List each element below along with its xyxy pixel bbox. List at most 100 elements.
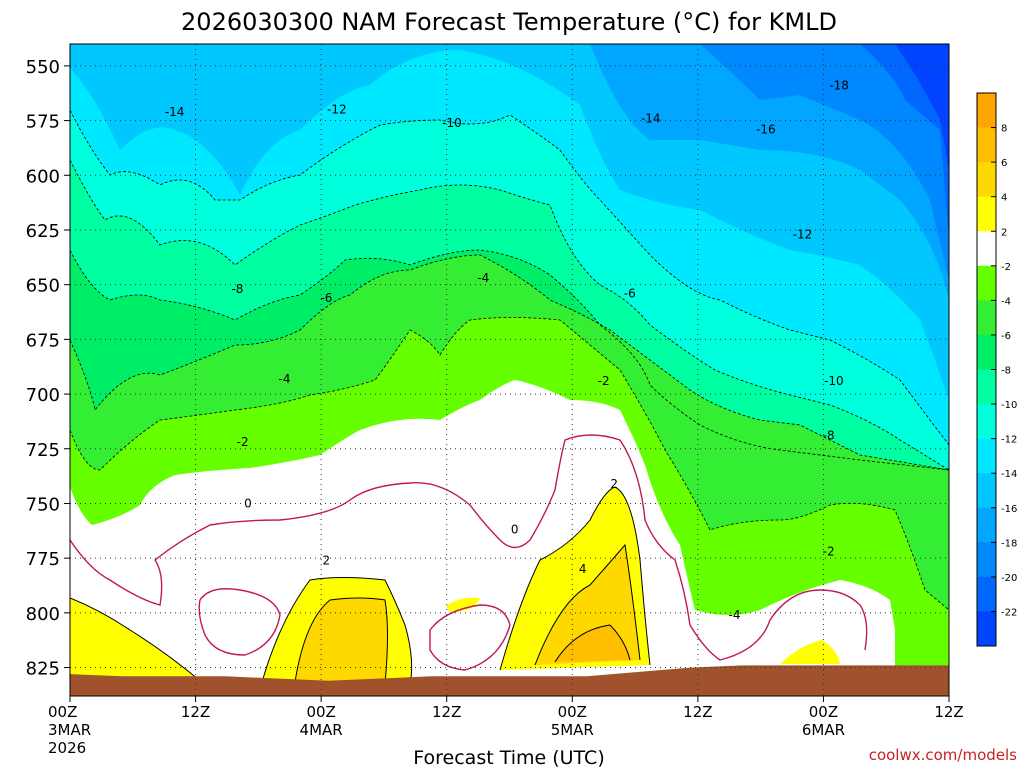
colorbar-label: -20 [1001,573,1017,584]
colorbar-label: -18 [1001,538,1017,549]
contour-label: 0 [244,496,252,510]
isotherm-zero-main [70,434,868,661]
band-plus-2-e [780,640,840,664]
colorbar-swatch [977,265,996,301]
temperature-field [70,44,949,696]
isotherm-plus-4-b [534,543,641,666]
y-axis: 550 575 600 625 650 675 700 725 750 775 800 825 [26,57,70,680]
contour-label: -2 [598,374,610,388]
colorbar-swatch [977,438,996,474]
contour-label: -14 [641,111,661,125]
colorbar-swatch [977,127,996,163]
contour-label: -4 [279,372,291,386]
colorbar-swatch [977,473,996,509]
isotherm-plus-2-c [499,486,651,671]
x-tick-date-label: 4MAR [300,721,343,739]
contour-label: -8 [231,282,243,296]
isotherm-zero-loop-b [429,604,511,671]
contour-label: -6 [624,286,636,300]
y-tick-label: 700 [26,385,60,406]
y-tick-label: 650 [26,276,60,297]
contour-label: -2 [237,435,249,449]
contour-label: -12 [793,227,813,241]
colorbar-label: 6 [1001,158,1007,169]
colorbar-swatch [977,231,996,267]
colorbar-label: -12 [1001,435,1017,446]
x-tick-label: 12Z [683,703,712,721]
contour-label: 2 [323,553,331,567]
band-plus-4-a [295,598,388,684]
plot-frame [69,43,950,697]
colorbar-label: 4 [1001,193,1007,204]
y-tick-label: 725 [26,440,60,461]
contour-label: 2 [610,477,618,491]
x-tick-label: 00Z [809,703,838,721]
x-tick-year-label: 2026 [48,739,86,757]
colorbar-label: 8 [1001,124,1007,135]
isotherm-plus-2-a [70,597,206,686]
contour-label: -16 [756,122,776,136]
isotherm-minus-8 [70,159,949,471]
isotherm-minus-2 [70,317,949,611]
x-tick-label: 00Z [48,703,77,721]
contour-label: -8 [823,429,835,443]
colorbar-swatch [977,162,996,198]
y-tick-label: 825 [26,659,60,680]
colorbar-swatch [977,334,996,370]
isotherm-plus-6-b [554,624,631,663]
isotherm-plus-4-a [294,597,388,685]
colorbar-swatch [977,507,996,543]
band-plus-2-a [70,598,208,696]
band-plus-2-d [446,597,480,612]
x-tick-label: 00Z [558,703,587,721]
chart-title: 2026030300 NAM Forecast Temperature (°C)… [181,8,837,36]
x-tick-date-label: 5MAR [551,721,594,739]
isotherm-minus-10 [70,109,949,446]
colorbar-label: -14 [1001,469,1017,480]
colorbar-swatch [977,93,996,129]
y-tick-label: 575 [26,112,60,133]
y-tick-label: 625 [26,221,60,242]
colorbar-label: -8 [1001,366,1011,377]
contour-labels: -18 -14 -12 -10 -14 -16 -12 -8 -6 -4 -6 -4 -10 -2 -2 -8… [165,79,849,622]
contour-label: -2 [823,545,835,559]
colorbar-swatch [977,300,996,336]
contour-label: -10 [442,116,462,130]
isotherm-lines [70,109,949,686]
colorbar-swatch [977,404,996,440]
isotherm-zero-loop-a [198,588,281,656]
y-tick-label: 675 [26,330,60,351]
isotherm-plus-2-b [261,577,413,685]
contour-label: -4 [477,271,489,285]
y-tick-label: 750 [26,494,60,515]
contour-label: -10 [824,374,844,388]
terrain-fill [70,665,949,696]
isotherm-minus-6 [70,249,949,471]
colorbar-label: -22 [1001,607,1017,618]
colorbar-label: -2 [1001,262,1011,273]
y-tick-label: 600 [26,166,60,187]
colorbar: 8 6 4 2 -2 -4 -6 -8 -10 -12 -14 -16 -18 -20 -22 [976,92,1017,647]
x-tick-label: 12Z [181,703,210,721]
colorbar-label: -10 [1001,400,1017,411]
contour-label: 4 [579,562,587,576]
x-axis-title: Forecast Time (UTC) [413,747,604,768]
contour-label: -12 [327,103,347,117]
x-tick-date-label: 3MAR [48,721,91,739]
colorbar-swatch [977,576,996,612]
x-tick-label: 12Z [432,703,461,721]
colorbar-swatch [977,542,996,578]
colorbar-label: -16 [1001,504,1017,515]
y-tick-label: 800 [26,604,60,625]
contour-label: -6 [320,291,332,305]
colorbar-label: -6 [1001,331,1011,342]
credit-text: coolwx.com/models [869,746,1017,764]
colorbar-swatch [977,196,996,232]
y-tick-label: 775 [26,549,60,570]
colorbar-swatch [977,611,996,647]
band-plus-6-b [555,625,630,662]
contour-label: -4 [728,608,740,622]
colorbar-label: 2 [1001,227,1007,238]
